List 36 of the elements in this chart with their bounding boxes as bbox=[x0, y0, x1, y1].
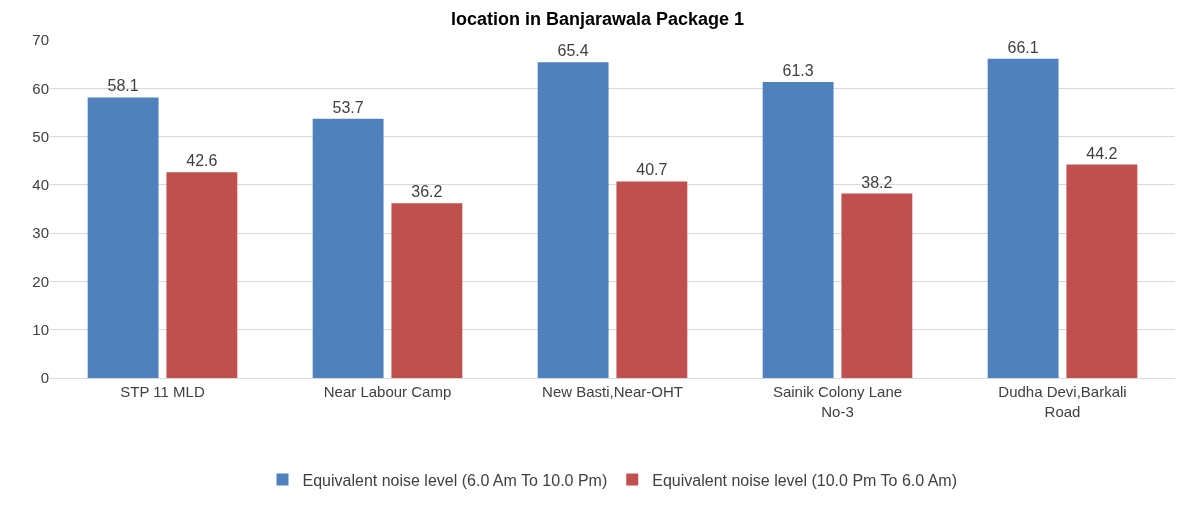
y-tick-label: 30 bbox=[32, 224, 49, 242]
data-label: 53.7 bbox=[332, 98, 364, 116]
x-tick-label: STP 11 MLD bbox=[120, 383, 205, 400]
bar bbox=[312, 118, 384, 378]
bar bbox=[762, 82, 834, 378]
y-tick-label: 10 bbox=[32, 320, 49, 338]
y-tick-label: 60 bbox=[32, 79, 49, 97]
data-label: 61.3 bbox=[782, 62, 814, 80]
x-tick-label: New Basti,Near-OHT bbox=[542, 383, 683, 400]
bar bbox=[391, 203, 463, 378]
bar bbox=[841, 193, 913, 378]
chart-title: location in Banjarawala Package 1 bbox=[450, 9, 745, 30]
data-label: 38.2 bbox=[861, 173, 893, 191]
y-tick-label: 20 bbox=[32, 272, 49, 290]
x-tick-label: Sainik Colony Lane No-3 bbox=[772, 383, 903, 420]
x-tick-label: Dudha Devi,Barkali Road bbox=[998, 383, 1127, 420]
data-label: 66.1 bbox=[1007, 38, 1039, 56]
data-label: 58.1 bbox=[107, 77, 139, 95]
bar bbox=[87, 97, 159, 378]
y-tick-label: 70 bbox=[32, 31, 49, 49]
x-tick-label: Near Labour Camp bbox=[323, 383, 452, 400]
data-label: 40.7 bbox=[636, 161, 668, 179]
y-tick-label: 40 bbox=[32, 176, 49, 194]
bar bbox=[537, 62, 609, 378]
legend-label: Equivalent noise level (10.0 Pm To 6.0 Am) bbox=[652, 471, 958, 489]
data-label: 36.2 bbox=[411, 183, 443, 201]
y-tick-label: 0 bbox=[40, 369, 49, 387]
data-label: 65.4 bbox=[557, 42, 589, 60]
bar bbox=[166, 172, 238, 378]
bar bbox=[616, 181, 688, 378]
data-label: 44.2 bbox=[1086, 144, 1118, 162]
bar bbox=[987, 58, 1059, 378]
y-tick-label: 50 bbox=[32, 127, 49, 145]
bar bbox=[1066, 164, 1138, 378]
legend-label: Equivalent noise level (6.0 Am To 10.0 Pm) bbox=[302, 471, 608, 489]
data-label: 42.6 bbox=[186, 152, 218, 170]
